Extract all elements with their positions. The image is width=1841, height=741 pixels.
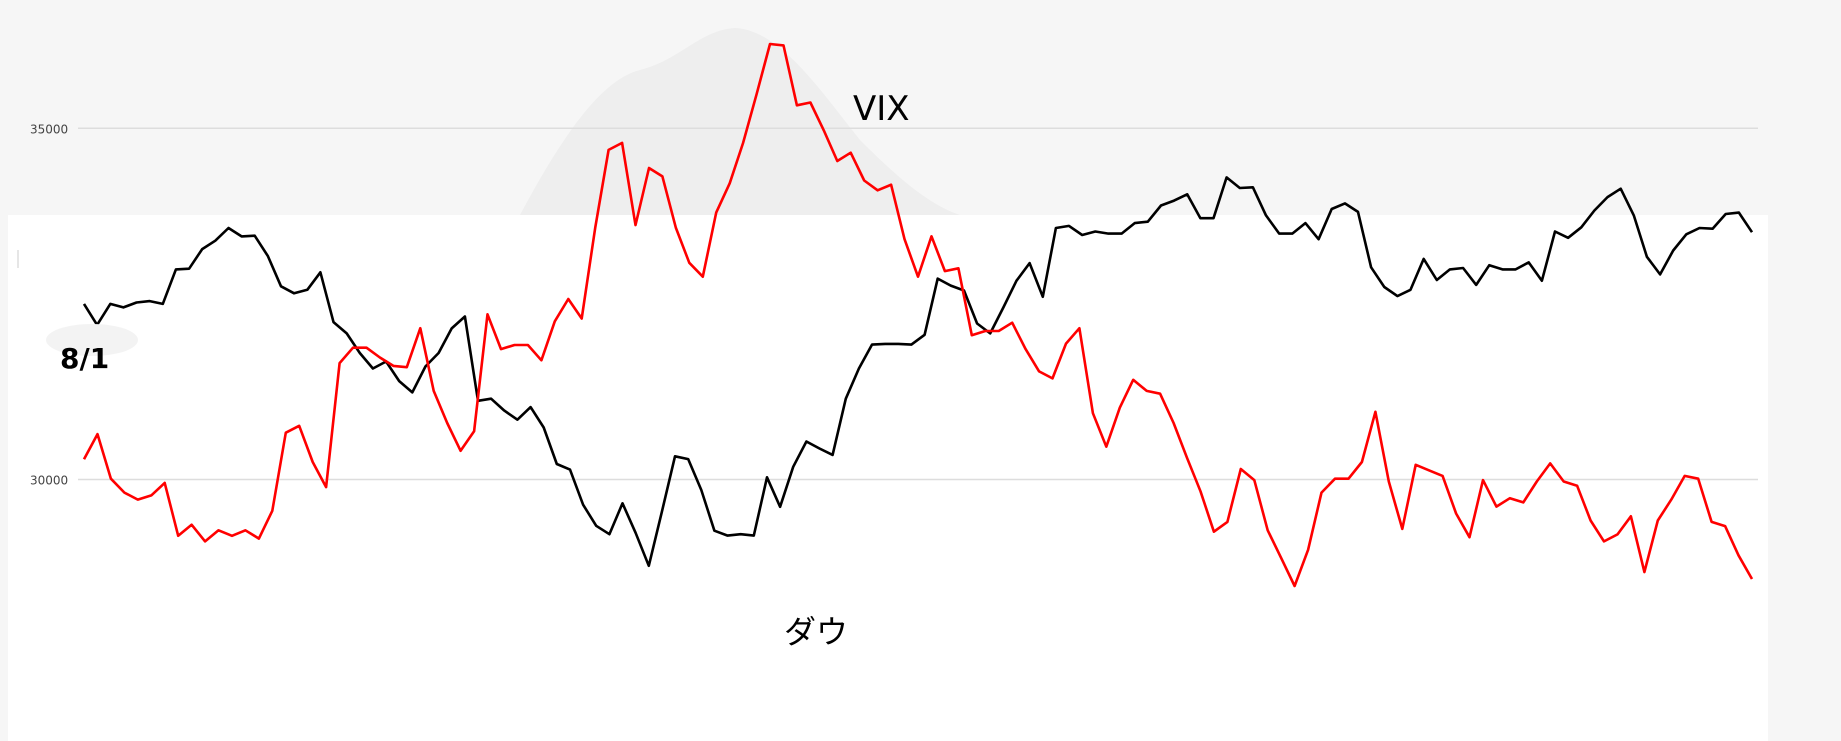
plot-panel [8,215,1768,741]
y-tick-label-35000: 35000 [30,122,68,136]
series-layer [82,42,1754,588]
series-label-dow: ダウ [784,613,848,651]
background-silhouette [520,28,960,215]
series-line-vix [82,42,1754,588]
start-date-highlight [46,324,138,356]
series-line-dow [82,176,1754,568]
start-date-label: 8/1 [60,342,109,375]
grid-layer: 35000 30000 [30,122,1758,487]
y-tick-label-30000: 30000 [30,473,68,487]
series-label-vix: VIX [853,89,910,129]
